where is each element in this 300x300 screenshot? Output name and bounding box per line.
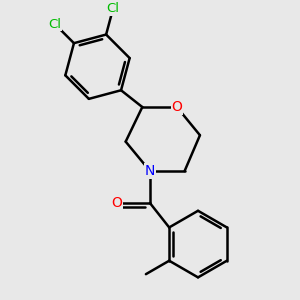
Text: Cl: Cl [48, 18, 62, 31]
Text: O: O [172, 100, 182, 114]
Text: O: O [111, 196, 122, 210]
Text: N: N [145, 164, 155, 178]
Text: Cl: Cl [106, 2, 120, 15]
